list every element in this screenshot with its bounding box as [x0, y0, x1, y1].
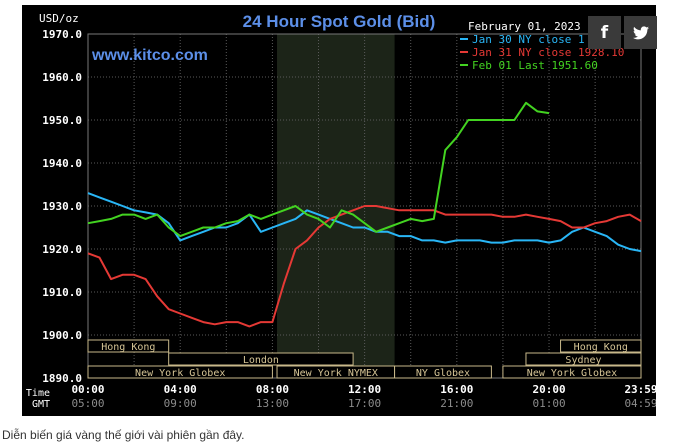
y-tick-label: 1930.0: [42, 200, 82, 213]
unit-label: USD/oz: [39, 12, 79, 25]
watermark: www.kitco.com: [91, 47, 208, 64]
ny-time-label: NY Time: [22, 388, 50, 399]
y-tick-label: 1950.0: [42, 114, 82, 127]
date-label: February 01, 2023: [468, 20, 581, 33]
y-tick-label: 1960.0: [42, 71, 82, 84]
x-tick-label-gmt: 01:00: [532, 397, 565, 410]
session-label: Sydney: [565, 355, 601, 366]
y-tick-label: 1900.0: [42, 329, 82, 342]
x-tick-label-ny: 08:00: [256, 383, 289, 396]
legend-entry: Jan 31 NY close 1928.10: [472, 46, 624, 59]
y-tick-label: 1970.0: [42, 28, 82, 41]
y-tick-label: 1940.0: [42, 157, 82, 170]
chart-title: 24 Hour Spot Gold (Bid): [243, 12, 436, 31]
legend-entry: Jan 30 NY close 1: [472, 33, 585, 46]
y-tick-label: 1920.0: [42, 243, 82, 256]
session-label: London: [243, 355, 279, 366]
facebook-icon: f: [600, 22, 609, 43]
session-label: NY Globex: [416, 368, 470, 379]
session-box: [87, 339, 170, 353]
session-box: [525, 352, 642, 366]
session-box: [87, 365, 273, 379]
series-line: [87, 205, 642, 328]
y-tick-label: 1890.0: [42, 372, 82, 385]
series-line: [87, 101, 550, 238]
chart-caption: Diễn biến giá vàng thế giới vài phiên gầ…: [2, 428, 245, 442]
x-tick-label-ny: 12:00: [348, 383, 381, 396]
gmt-label: GMT: [32, 399, 50, 410]
twitter-icon: [632, 25, 649, 39]
x-tick-label-ny: 20:00: [532, 383, 565, 396]
session-label: New York Globex: [527, 368, 617, 379]
session-label: Hong Kong: [574, 342, 628, 353]
session-box: [560, 339, 642, 353]
x-tick-label-gmt: 05:00: [71, 397, 104, 410]
x-tick-label-ny: 16:00: [440, 383, 473, 396]
twitter-share-button[interactable]: [624, 16, 657, 49]
session-box: [394, 365, 492, 379]
session-box: [168, 352, 354, 366]
session-box: [502, 365, 642, 379]
y-tick-label: 1910.0: [42, 286, 82, 299]
x-tick-label-ny: 04:00: [164, 383, 197, 396]
legend-entry: Feb 01 Last 1951.60: [472, 59, 598, 72]
x-tick-label-gmt: 21:00: [440, 397, 473, 410]
x-tick-label-gmt: 13:00: [256, 397, 289, 410]
session-label: Hong Kong: [101, 342, 155, 353]
x-tick-label-ny: 00:00: [71, 383, 104, 396]
session-label: New York Globex: [135, 368, 225, 379]
facebook-share-button[interactable]: f: [588, 16, 621, 49]
x-tick-label-gmt: 09:00: [164, 397, 197, 410]
series-line: [87, 192, 642, 253]
gold-price-chart: 1970.0 1960.0 1950.0 1940.0 1930.0 1920.0 1910…: [22, 5, 656, 416]
chart-canvas: 1970.0 1960.0 1950.0 1940.0 1930.0 1920.0 1910…: [22, 12, 656, 410]
x-tick-label-gmt: 17:00: [348, 397, 381, 410]
x-tick-label-ny: 23:59: [624, 383, 656, 396]
x-tick-label-gmt: 04:59: [624, 397, 656, 410]
session-label: New York NYMEX: [294, 368, 378, 379]
